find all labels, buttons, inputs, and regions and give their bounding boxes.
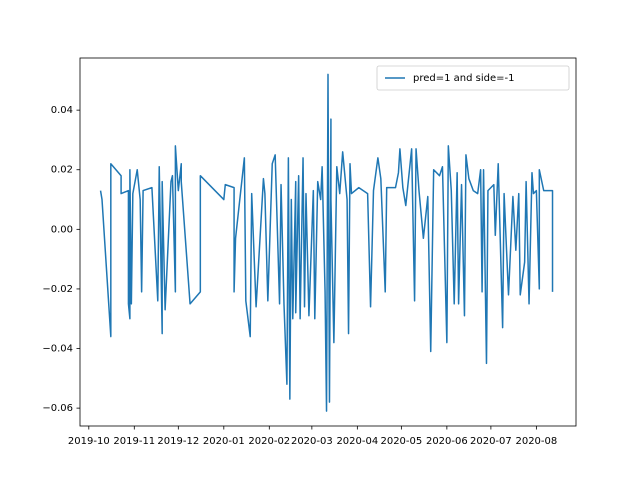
y-tick-label: 0.02 [51, 165, 73, 176]
x-tick-label: 2020-04 [336, 436, 378, 447]
x-tick-label: 2020-08 [515, 436, 557, 447]
x-tick-label: 2020-02 [248, 436, 290, 447]
y-tick-label: −0.04 [42, 344, 73, 355]
data-line [99, 73, 554, 412]
x-tick-label: 2020-06 [426, 436, 468, 447]
x-tick-label: 2020-05 [380, 436, 422, 447]
x-tick-label: 2019-10 [68, 436, 110, 447]
legend-label: pred=1 and side=-1 [413, 73, 515, 84]
plot-frame [79, 57, 577, 427]
y-tick-label: −0.06 [42, 403, 73, 414]
x-tick-label: 2019-11 [113, 436, 155, 447]
legend-box [376, 65, 570, 91]
legend: pred=1 and side=-1 [376, 65, 570, 91]
x-tick-label: 2020-01 [203, 436, 245, 447]
x-tick-label: 2020-07 [470, 436, 512, 447]
x-tick-label: 2020-03 [291, 436, 333, 447]
y-tick-label: −0.02 [42, 284, 73, 295]
y-tick-label: 0.00 [51, 224, 73, 235]
y-tick-label: 0.04 [51, 105, 73, 116]
x-tick-label: 2019-12 [157, 436, 199, 447]
